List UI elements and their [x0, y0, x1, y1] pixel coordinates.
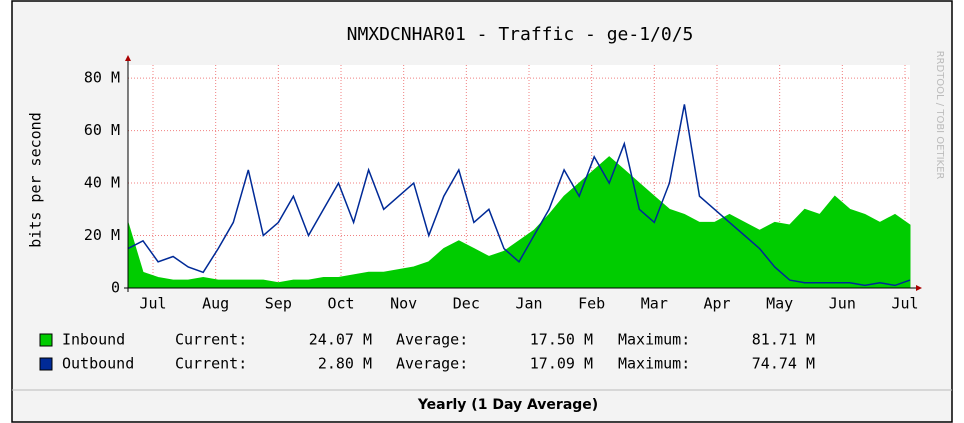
x-tick-label: Sep — [265, 295, 292, 313]
y-tick-label: 80 M — [84, 69, 120, 87]
x-tick-label: Apr — [703, 295, 730, 313]
x-arrow — [916, 285, 922, 291]
x-tick-label: Nov — [390, 295, 417, 313]
legend-stat-label: Maximum: — [618, 355, 690, 373]
legend-stat-value: 17.50 M — [530, 331, 593, 349]
x-tick-label: Mar — [641, 295, 668, 313]
x-tick-label: Jun — [829, 295, 856, 313]
x-tick-label: Oct — [327, 295, 354, 313]
legend-stat-value: 2.80 M — [318, 355, 372, 373]
y-tick-label: 0 — [111, 279, 120, 297]
legend-stat-value: 81.71 M — [752, 331, 815, 349]
footer: Yearly (1 Day Average) — [417, 397, 598, 413]
y-tick-label: 60 M — [84, 121, 120, 139]
legend-stat-label: Average: — [396, 331, 468, 349]
legend-swatch — [39, 333, 53, 347]
x-tick-label: Dec — [453, 295, 480, 313]
y-tick-label: 20 M — [84, 226, 120, 244]
legend-stat-label: Current: — [175, 355, 247, 373]
x-tick-label: Jan — [515, 295, 542, 313]
x-tick-label: Aug — [202, 295, 229, 313]
watermark: RRDTOOL / TOBI OETIKER — [934, 51, 945, 180]
legend-name: Outbound — [62, 355, 134, 373]
legend-stat-label: Maximum: — [618, 331, 690, 349]
legend-stat-value: 17.09 M — [530, 355, 593, 373]
legend-stat-label: Current: — [175, 331, 247, 349]
x-tick-label: Jul — [139, 295, 166, 313]
x-tick-label: Jul — [891, 295, 918, 313]
chart-title: NMXDCNHAR01 - Traffic - ge-1/0/5 — [347, 24, 694, 45]
x-tick-label: May — [766, 295, 793, 313]
legend-stat-label: Average: — [396, 355, 468, 373]
legend-name: Inbound — [62, 331, 125, 349]
y-arrow — [125, 55, 131, 61]
legend-stat-value: 74.74 M — [752, 355, 815, 373]
y-axis-label: bits per second — [27, 112, 45, 247]
x-tick-label: Feb — [578, 295, 605, 313]
y-tick-label: 40 M — [84, 174, 120, 192]
legend-stat-value: 24.07 M — [309, 331, 372, 349]
legend-swatch — [39, 357, 53, 371]
outbound-line — [127, 104, 911, 287]
